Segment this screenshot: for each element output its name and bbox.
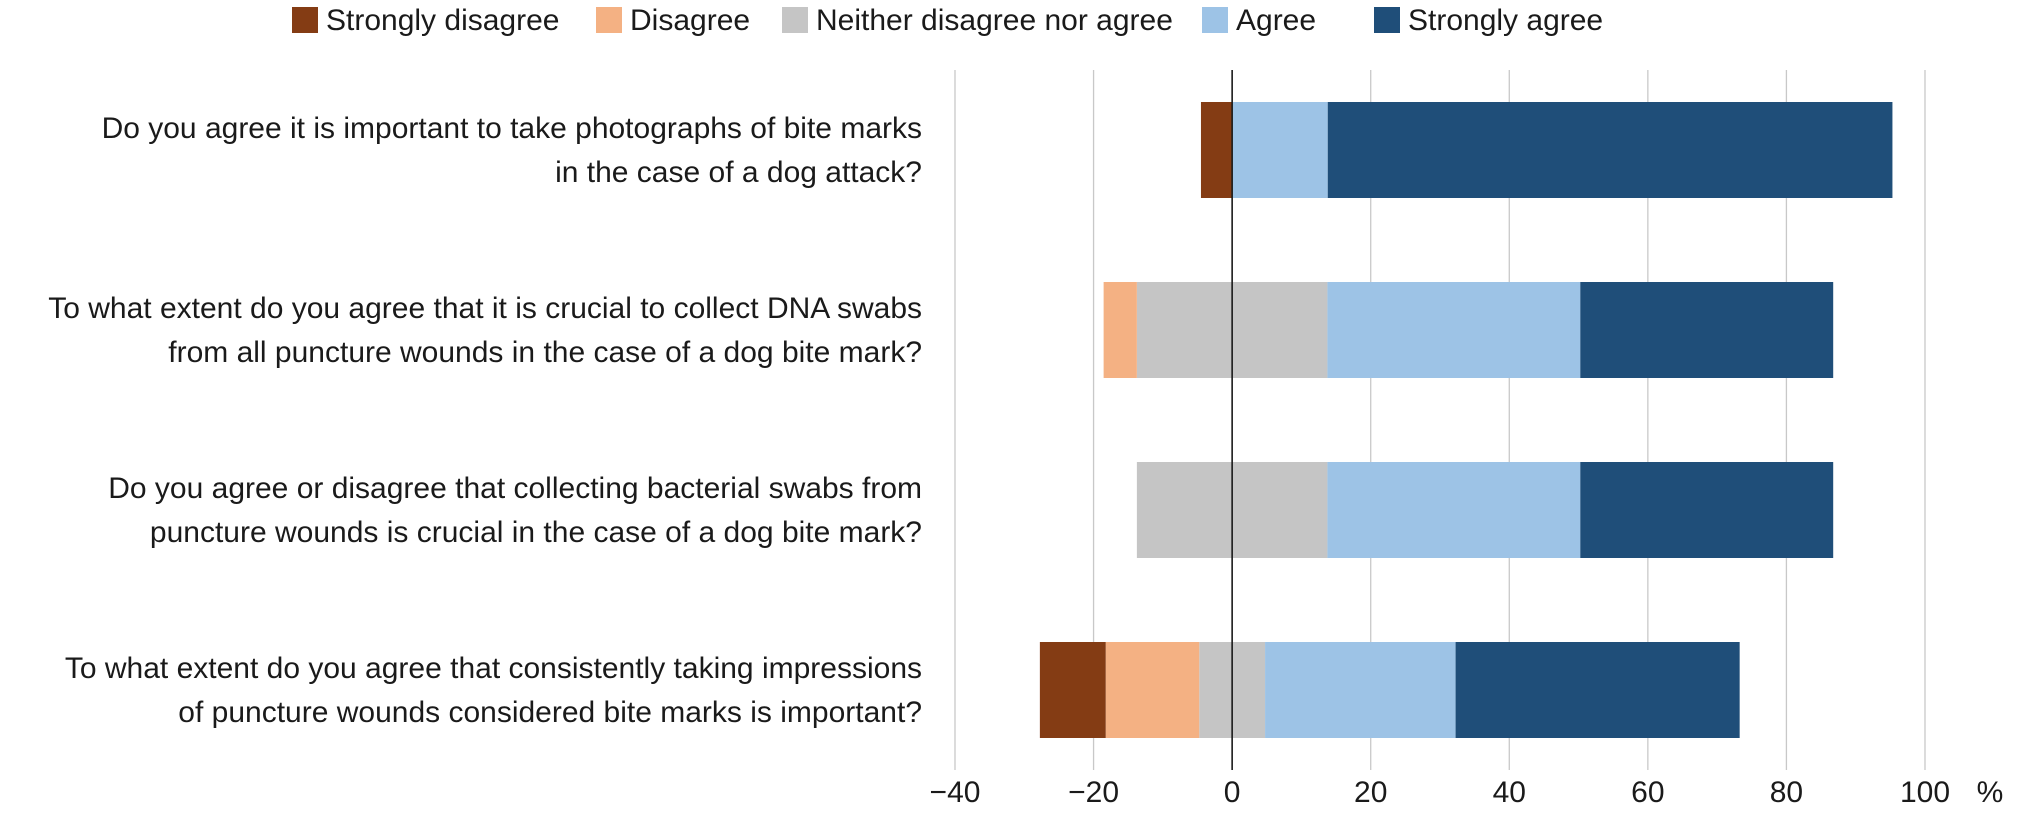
bar-segment-disagree [1105, 642, 1200, 738]
x-tick-label: 100 [1900, 776, 1950, 809]
legend-label: Strongly disagree [326, 4, 559, 37]
bar-segment-strongly-disagree [1039, 642, 1106, 738]
category-label-line: of puncture wounds considered bite marks… [178, 696, 922, 729]
x-axis-ticks: −40 −20 0 20 40 60 80 100% [930, 776, 2004, 809]
legend-swatch [596, 7, 622, 33]
bar-segment-neither [1136, 462, 1233, 558]
x-tick-label: 0 [1224, 776, 1241, 809]
bar-segment-neither [1199, 642, 1233, 738]
category-label-line: To what extent do you agree that it is c… [48, 292, 922, 325]
x-tick-label: −20 [1068, 776, 1119, 809]
bar-segment-strongly-agree [1455, 642, 1740, 738]
category-label-line: from all puncture wounds in the case of … [168, 336, 922, 369]
legend-swatch [1374, 7, 1400, 33]
bar-segment-agree [1327, 282, 1581, 378]
legend-label: Agree [1236, 4, 1316, 37]
bar-segment-agree [1232, 102, 1328, 198]
bar-segment-neither [1232, 642, 1266, 738]
category-label-line: Do you agree it is important to take pho… [102, 112, 922, 145]
legend-label: Neither disagree nor agree [816, 4, 1173, 37]
x-tick-label: 20 [1354, 776, 1387, 809]
bar-segment-disagree [1103, 282, 1137, 378]
bar-row-1 [1200, 102, 1893, 198]
legend-swatch [292, 7, 318, 33]
bar-segment-strongly-agree [1580, 462, 1834, 558]
legend-swatch [782, 7, 808, 33]
legend-label: Disagree [630, 4, 750, 37]
category-label-line: puncture wounds is crucial in the case o… [150, 516, 922, 549]
x-tick-label: 40 [1493, 776, 1526, 809]
x-tick-label: 60 [1631, 776, 1664, 809]
x-tick-label: 80 [1770, 776, 1803, 809]
legend-swatch [1202, 7, 1228, 33]
category-label-line: Do you agree or disagree that collecting… [108, 472, 922, 505]
legend-item-agree: Agree [1202, 4, 1316, 37]
legend-item-disagree: Disagree [596, 4, 750, 37]
bar-row-2 [1103, 282, 1834, 378]
bar-segment-agree [1327, 462, 1581, 558]
legend-label: Strongly agree [1408, 4, 1603, 37]
bars [1039, 102, 1893, 738]
x-unit-label: % [1977, 776, 2004, 809]
bar-row-3 [1136, 462, 1834, 558]
bar-row-4 [1039, 642, 1740, 738]
bar-segment-neither [1232, 462, 1328, 558]
bar-segment-strongly-disagree [1200, 102, 1233, 198]
legend-item-strongly-disagree: Strongly disagree [292, 4, 559, 37]
category-label-line: To what extent do you agree that consist… [65, 652, 922, 685]
legend-item-strongly-agree: Strongly agree [1374, 4, 1603, 37]
category-labels: Do you agree it is important to take pho… [48, 112, 922, 729]
bar-segment-neither [1136, 282, 1233, 378]
bar-segment-neither [1232, 282, 1328, 378]
legend: Strongly disagree Disagree Neither disagre… [292, 4, 1603, 37]
x-tick-label: −40 [930, 776, 981, 809]
category-label-line: in the case of a dog attack? [555, 156, 922, 189]
legend-item-neither: Neither disagree nor agree [782, 4, 1173, 37]
bar-segment-strongly-agree [1580, 282, 1834, 378]
bar-segment-strongly-agree [1327, 102, 1893, 198]
bar-segment-agree [1265, 642, 1456, 738]
